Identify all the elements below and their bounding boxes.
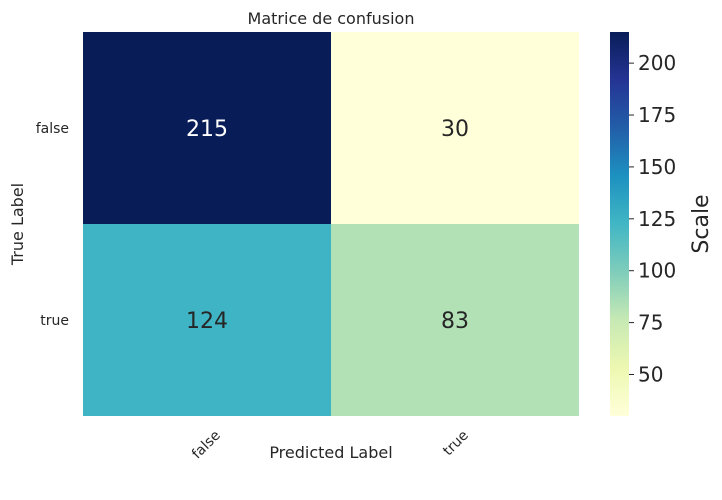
y-tick-labels: false true xyxy=(36,121,69,329)
colorbar xyxy=(610,32,629,416)
colorbar-tick-label-125: 125 xyxy=(638,207,676,231)
x-tick-label-false: false xyxy=(189,428,224,463)
cell-value-label: 30 xyxy=(441,117,469,142)
colorbar-tick-label-50: 50 xyxy=(638,362,663,386)
x-tick-label-true: true xyxy=(440,428,472,460)
cell-value-label: 215 xyxy=(186,117,228,142)
colorbar-tick-label-175: 175 xyxy=(638,103,676,127)
heatmap-cells: 215 30 124 83 xyxy=(83,32,579,416)
y-axis-label: True Label xyxy=(8,183,27,266)
y-tick-label-false: false xyxy=(36,121,69,137)
heatmap-cell-true-false xyxy=(83,224,331,416)
x-axis-label: Predicted Label xyxy=(269,443,392,462)
colorbar-tick-label-150: 150 xyxy=(638,155,676,179)
colorbar-tick-label-200: 200 xyxy=(638,51,676,75)
colorbar-label: Scale xyxy=(689,194,714,253)
chart-title: Matrice de confusion xyxy=(248,9,415,28)
colorbar-ticks: 50 75 100 125 150 175 200 xyxy=(629,51,676,386)
cell-value-label: 124 xyxy=(186,309,228,334)
heatmap-cell-true-true xyxy=(331,224,579,416)
colorbar-tick-label-100: 100 xyxy=(638,259,676,283)
heatmap-cell-false-true xyxy=(331,32,579,224)
colorbar-tick-label-75: 75 xyxy=(638,311,663,335)
y-tick-label-true: true xyxy=(40,313,69,329)
cell-value-label: 83 xyxy=(441,309,469,334)
heatmap-cell-false-false xyxy=(83,32,331,224)
